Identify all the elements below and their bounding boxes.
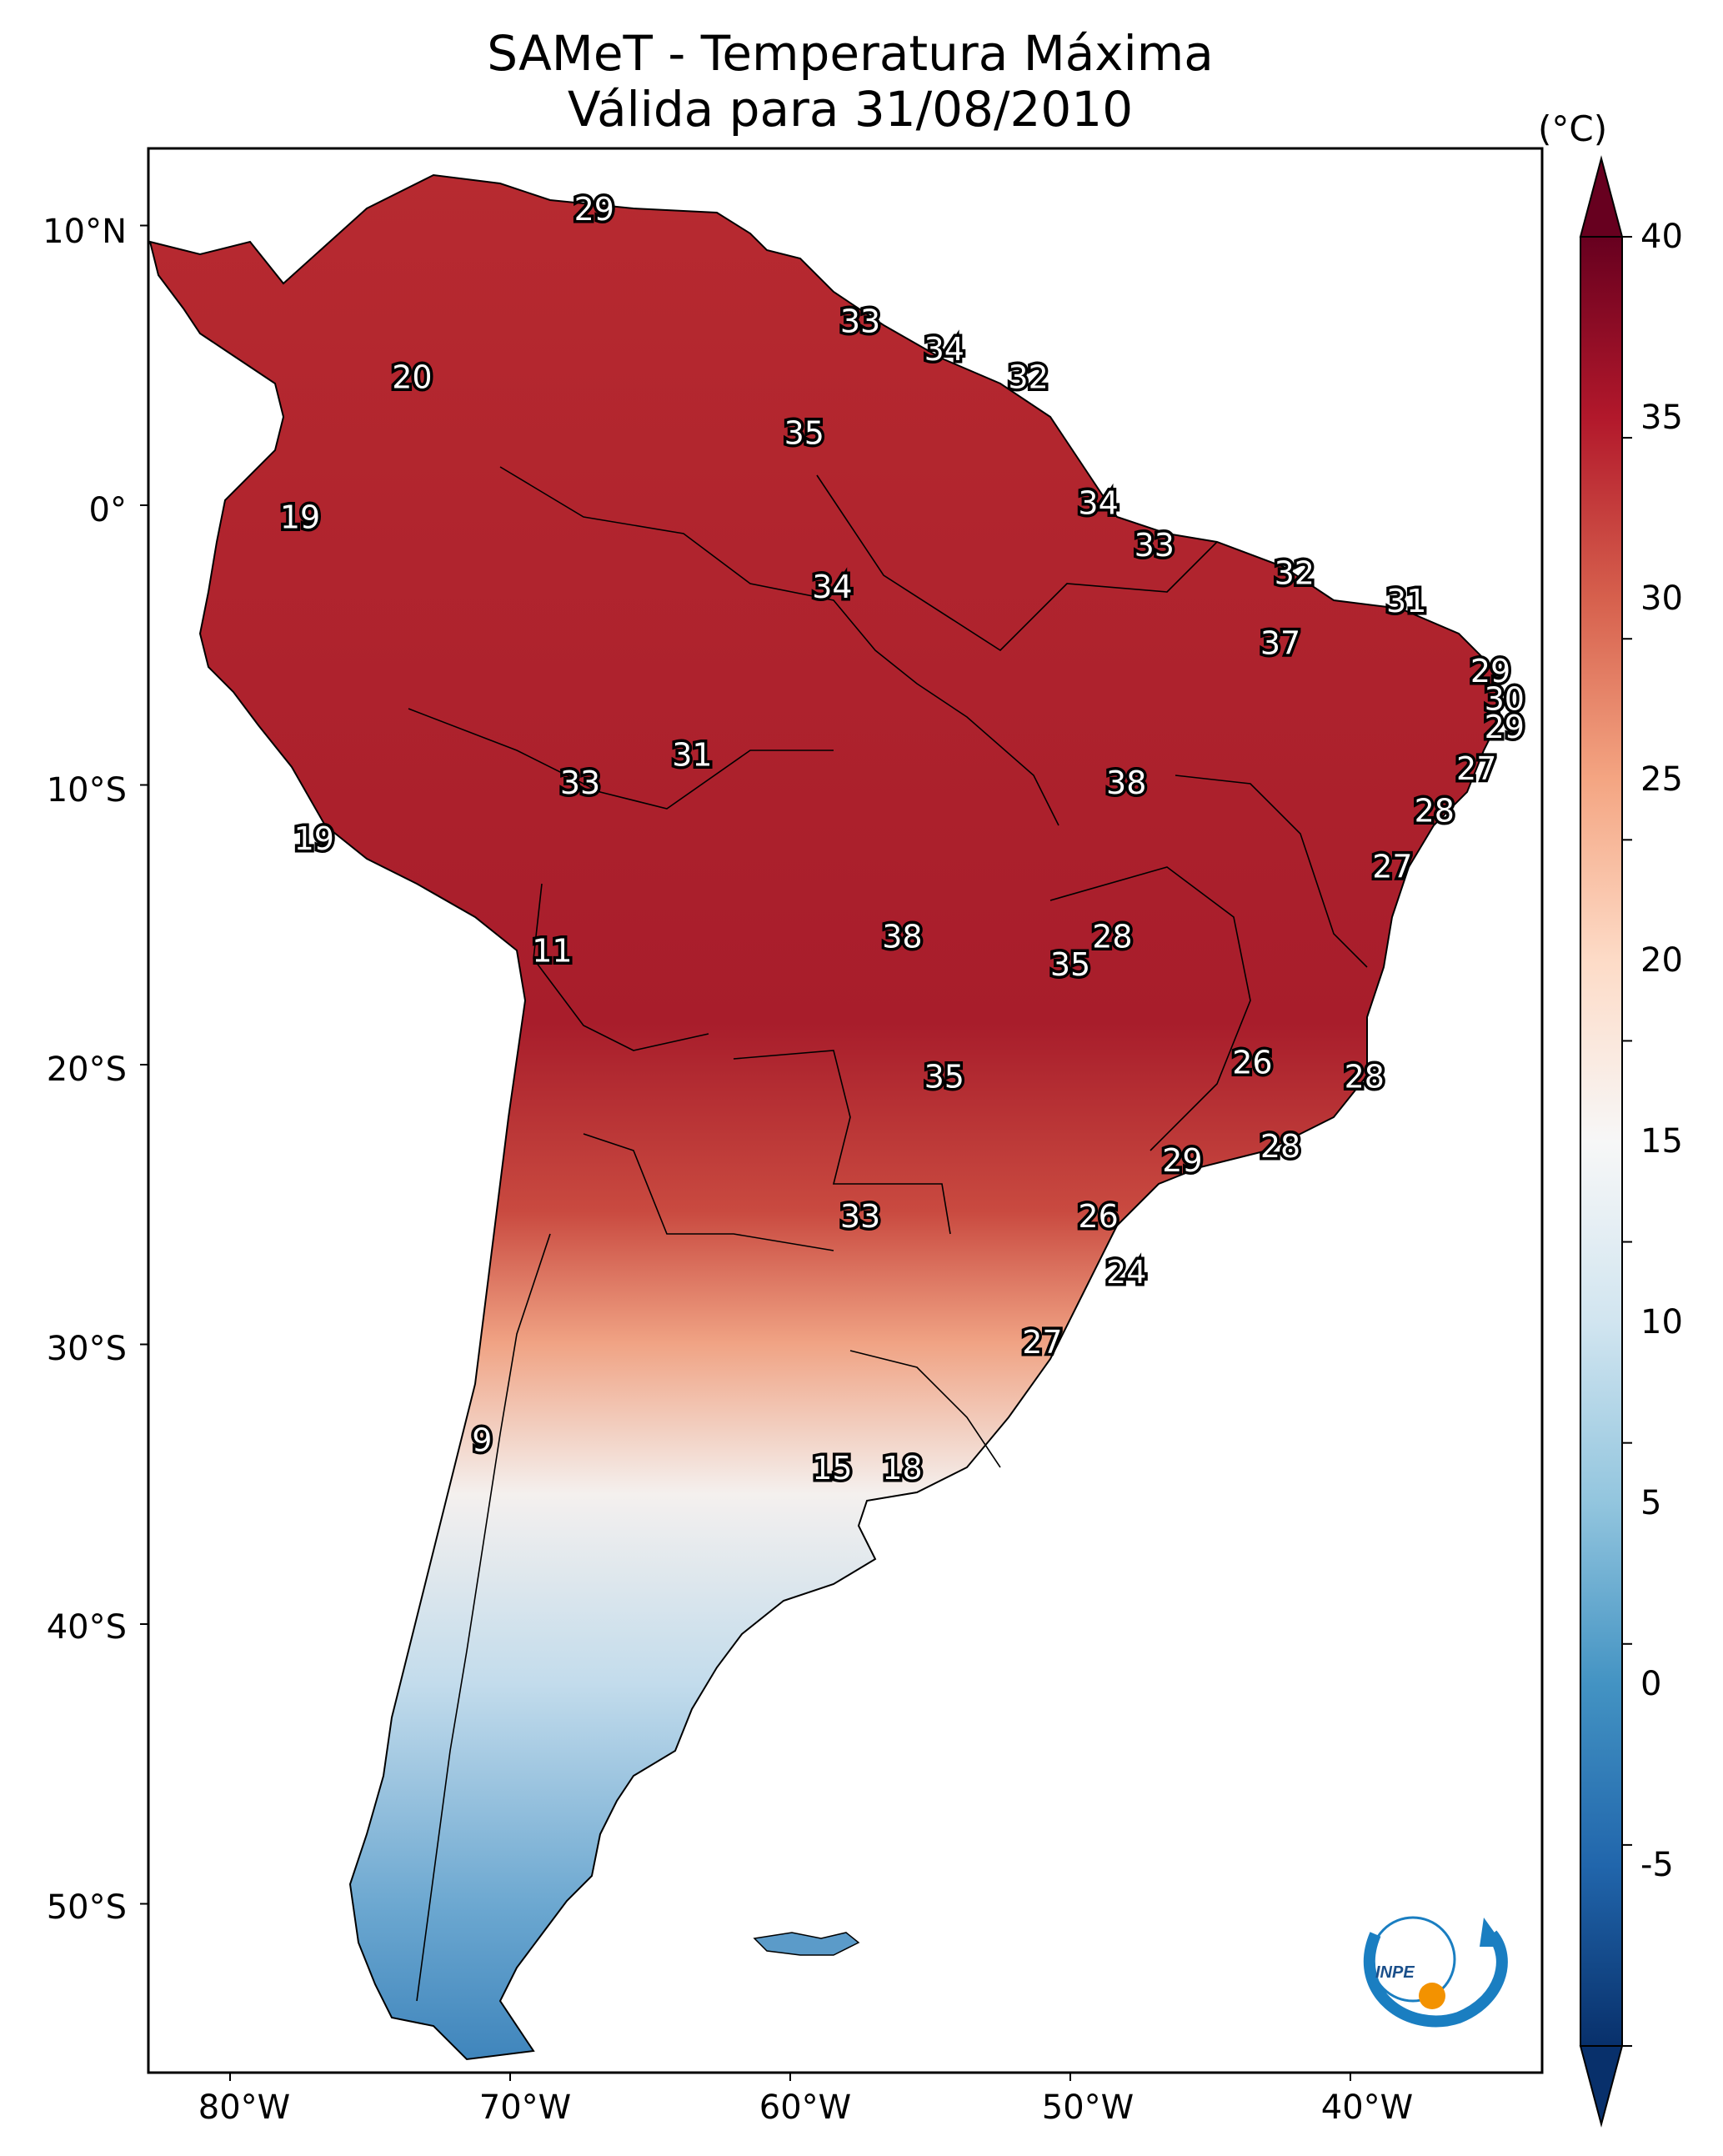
lat-label-10s: 10°S	[46, 771, 127, 810]
colorbar-tick-20: 20	[1640, 941, 1683, 980]
country-borders	[408, 466, 1368, 2002]
logo-swoosh	[1363, 1930, 1508, 2028]
value-label: 32	[1008, 359, 1048, 396]
logo-orbit	[1370, 1916, 1456, 2003]
map-title: SAMeT - Temperatura Máxima	[487, 25, 1214, 82]
falkland-islands	[753, 1932, 860, 1956]
logo-sun	[1419, 1983, 1445, 2009]
value-label: 37	[1260, 624, 1300, 661]
colorbar-tick-15: 15	[1640, 1122, 1683, 1161]
value-label: 29	[574, 191, 614, 228]
value-label: 34	[812, 569, 852, 605]
value-label: 28	[1415, 793, 1455, 830]
lat-label-50s: 50°S	[46, 1888, 127, 1927]
colorbar-tick-25: 25	[1640, 760, 1683, 799]
lat-label-20s: 20°S	[46, 1050, 127, 1089]
logo-text: INPE	[1375, 1963, 1415, 1982]
value-label: 27	[1022, 1324, 1062, 1361]
lon-label-60w: 60°W	[759, 2088, 852, 2127]
colorbar-tick-40: 40	[1640, 218, 1683, 256]
value-label: 34	[924, 331, 964, 368]
value-label: 33	[840, 303, 880, 339]
value-label: 38	[1106, 765, 1146, 801]
value-label: 15	[812, 1450, 852, 1487]
colorbar-tick-35: 35	[1640, 399, 1683, 437]
lon-label-80w: 80°W	[198, 2088, 291, 2127]
logo-arrow	[1480, 1918, 1505, 1947]
lat-label-30s: 30°S	[46, 1330, 127, 1368]
colorbar-lower-extension	[1579, 2045, 1624, 2128]
lon-label-50w: 50°W	[1041, 2088, 1134, 2127]
colorbar-upper-extension	[1579, 155, 1624, 238]
colorbar-tick-minus5: -5	[1640, 1846, 1674, 1884]
map-subtitle: Válida para 31/08/2010	[567, 81, 1134, 138]
lon-label-70w: 70°W	[478, 2088, 572, 2127]
lat-label-40s: 40°S	[46, 1608, 127, 1647]
value-label: 30	[1485, 680, 1525, 717]
lat-label-10n: 10°N	[43, 213, 127, 251]
value-label: 33	[1134, 527, 1175, 564]
lon-label-40w: 40°W	[1320, 2088, 1414, 2127]
axis-ticks	[140, 224, 1632, 2081]
value-label: 27	[1456, 750, 1496, 787]
value-label: 27	[1372, 849, 1412, 885]
colorbar-tick-5: 5	[1640, 1484, 1662, 1522]
value-label: 28	[1260, 1128, 1300, 1165]
value-label: 33	[560, 765, 600, 801]
value-label: 19	[280, 499, 320, 535]
value-label: 38	[882, 919, 922, 955]
value-label: 28	[1092, 919, 1132, 955]
colorbar-scale	[1580, 236, 1623, 2047]
value-label: 31	[1386, 583, 1426, 619]
colorbar	[1579, 155, 1624, 2128]
value-label: 26	[1078, 1198, 1118, 1235]
value-label: 18	[882, 1450, 922, 1487]
value-label: 9	[472, 1421, 492, 1458]
value-label: 33	[840, 1198, 880, 1235]
value-label: 20	[392, 359, 432, 396]
value-label: 32	[1275, 554, 1315, 591]
value-label: 35	[924, 1058, 964, 1095]
value-label: 29	[1485, 709, 1525, 745]
colorbar-unit: (°C)	[1538, 108, 1608, 149]
value-label: 28	[1345, 1058, 1385, 1095]
value-label: 29	[1162, 1142, 1202, 1179]
value-label: 35	[1050, 946, 1090, 983]
value-label: 26	[1232, 1045, 1272, 1081]
value-label: 29	[1470, 653, 1510, 689]
value-label: 34	[1078, 485, 1118, 522]
inpe-logo: INPE	[1363, 1916, 1508, 2028]
colorbar-tick-0: 0	[1640, 1665, 1662, 1703]
value-label: 11	[532, 932, 572, 969]
value-label: 19	[294, 820, 334, 857]
value-label: 31	[672, 737, 712, 774]
colorbar-tick-10: 10	[1640, 1303, 1683, 1341]
south-america-landmass	[148, 173, 1502, 2061]
colorbar-tick-30: 30	[1640, 579, 1683, 618]
value-label: 35	[784, 415, 824, 452]
lat-label-0: 0°	[88, 491, 127, 529]
value-label: 24	[1106, 1254, 1146, 1291]
